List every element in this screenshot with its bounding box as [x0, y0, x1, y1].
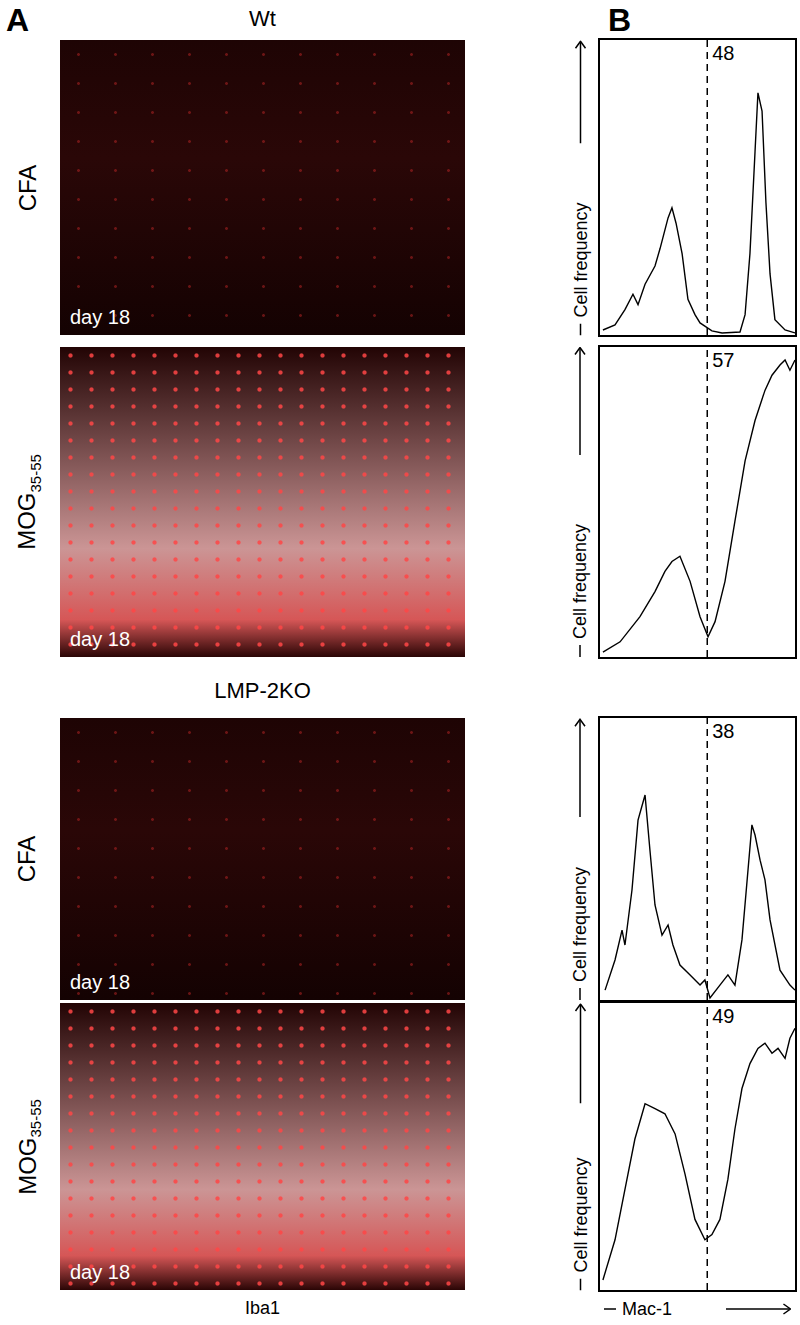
html-text:LMP-2KO: LMP-2KO — [214, 678, 311, 703]
html-text:A: A — [6, 2, 30, 38]
html-text:35-55: 35-55 — [26, 1098, 44, 1137]
html-text:day 18: day 18 — [70, 971, 131, 993]
html-text:Cell frequency: Cell frequency — [569, 1156, 590, 1272]
svg-text:48: 48 — [712, 42, 734, 64]
html-text:day 18: day 18 — [70, 628, 131, 650]
html-text:MOG: MOG — [13, 1137, 40, 1195]
html-text:CFA: CFA — [13, 835, 40, 883]
html-text:B: B — [608, 2, 632, 38]
html-text:Iba1: Iba1 — [245, 1298, 280, 1318]
html-text:day 18: day 18 — [70, 1261, 131, 1283]
svg-text:49: 49 — [712, 1005, 734, 1027]
html-text:Cell frequency: Cell frequency — [569, 866, 590, 982]
html-text:Wt: Wt — [249, 6, 276, 31]
html-text:CFA: CFA — [13, 164, 40, 211]
html-text:day 18: day 18 — [70, 306, 131, 328]
html-text:Cell frequency: Cell frequency — [569, 523, 590, 639]
html-text:Cell frequency: Cell frequency — [569, 201, 590, 317]
html-text:35-55: 35-55 — [26, 454, 44, 493]
html-text:MOG: MOG — [13, 492, 40, 550]
svg-text:57: 57 — [712, 349, 734, 371]
svg-text:38: 38 — [712, 720, 734, 742]
html-text:Mac-1: Mac-1 — [622, 1298, 672, 1319]
